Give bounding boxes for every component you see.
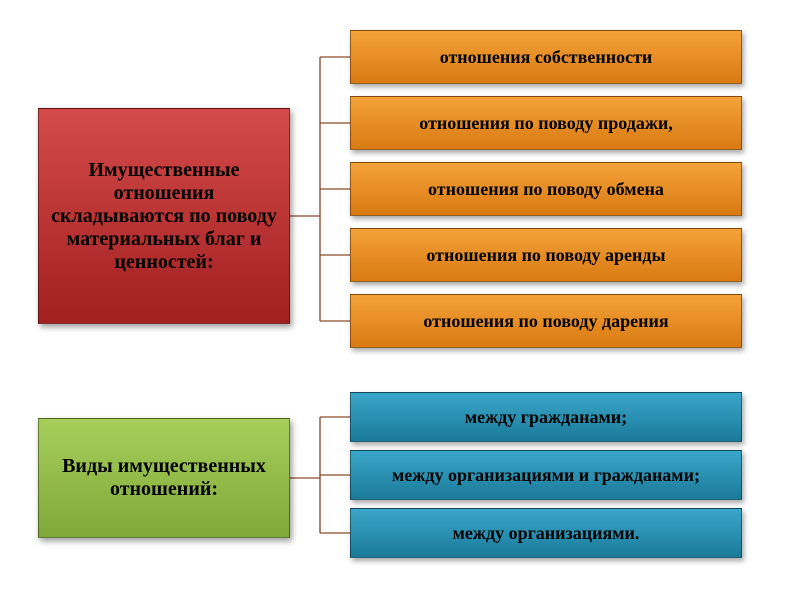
child-label: отношения по поводу дарения	[423, 311, 668, 332]
child-label: между организациями и гражданами;	[392, 465, 700, 486]
child-box-between-orgs: между организациями.	[350, 508, 742, 558]
main-box-relation-types: Виды имущественных отношений:	[38, 418, 290, 538]
child-box-exchange: отношения по поводу обмена	[350, 162, 742, 216]
main-box-property-relations: Имущественные отношения складываются по …	[38, 108, 290, 324]
child-box-between-orgs-citizens: между организациями и гражданами;	[350, 450, 742, 500]
child-label: отношения собственности	[440, 47, 653, 68]
child-label: между организациями.	[453, 523, 640, 544]
child-box-sale: отношения по поводу продажи,	[350, 96, 742, 150]
main-box-label: Имущественные отношения складываются по …	[51, 159, 277, 274]
child-box-gift: отношения по поводу дарения	[350, 294, 742, 348]
main-box-label: Виды имущественных отношений:	[51, 455, 277, 501]
child-label: отношения по поводу обмена	[428, 179, 664, 200]
child-box-rent: отношения по поводу аренды	[350, 228, 742, 282]
child-label: отношения по поводу продажи,	[419, 113, 673, 134]
child-label: между гражданами;	[465, 407, 627, 428]
child-box-between-citizens: между гражданами;	[350, 392, 742, 442]
child-box-ownership: отношения собственности	[350, 30, 742, 84]
child-label: отношения по поводу аренды	[426, 245, 665, 266]
